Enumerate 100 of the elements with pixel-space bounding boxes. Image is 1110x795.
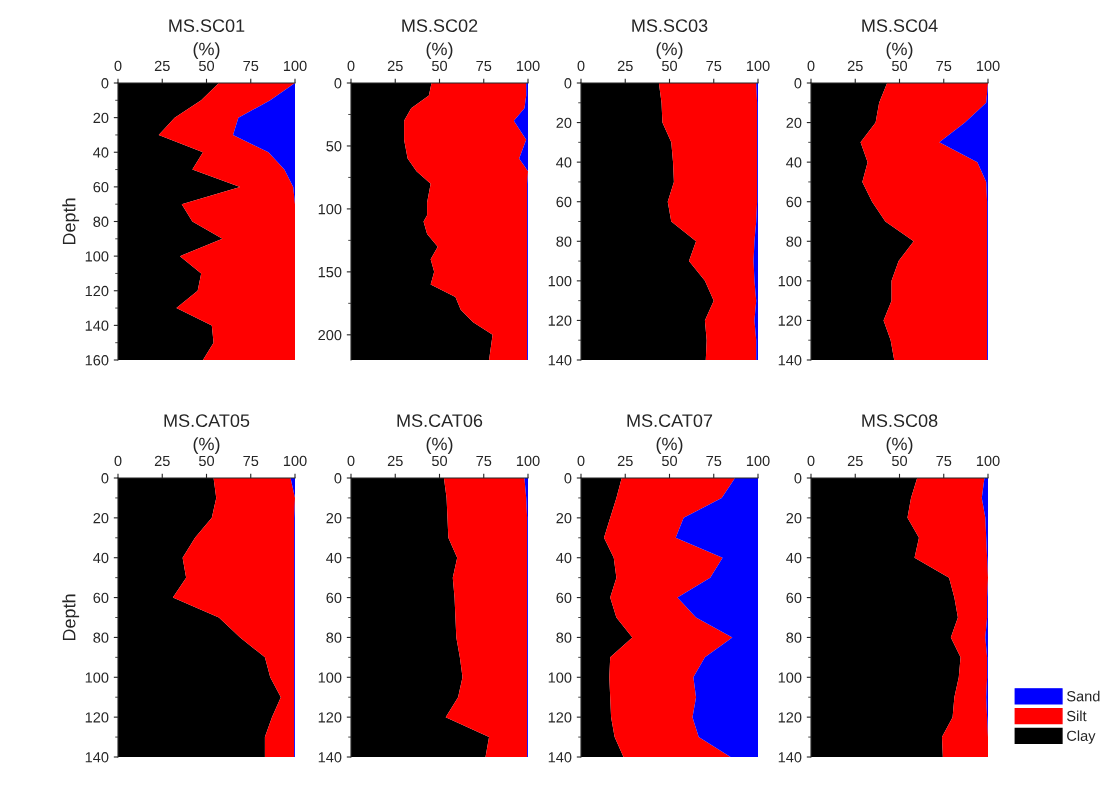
x-tick-label: 25: [387, 60, 403, 72]
legend-label: Clay: [1067, 730, 1096, 744]
y-tick-label: 120: [548, 315, 572, 326]
y-tick-label: 80: [326, 632, 342, 643]
legend-label: Silt: [1066, 710, 1087, 722]
x-tick-label: 0: [347, 60, 355, 72]
x-tick-label: 100: [976, 455, 1000, 467]
y-tick-label: 120: [778, 315, 802, 326]
y-tick-label: 140: [548, 752, 572, 763]
x-tick-label: 50: [198, 60, 215, 72]
y-tick-label: 150: [318, 266, 342, 278]
y-tick-label: 100: [548, 275, 572, 287]
x-tick-label: 0: [114, 60, 122, 72]
y-tick-label: 20: [556, 117, 572, 128]
chart-subtitle: (%): [193, 42, 220, 59]
x-tick-label: 100: [516, 60, 540, 72]
y-tick-label: 60: [786, 592, 802, 603]
y-tick-label: 20: [786, 117, 802, 128]
y-tick-label: 80: [556, 236, 572, 247]
chart-title: MS.CAT07: [627, 414, 713, 428]
y-tick-label: 100: [778, 275, 802, 287]
x-tick-label: 100: [516, 455, 540, 467]
y-tick-label: 60: [93, 592, 109, 603]
y-tick-label: 120: [85, 285, 109, 297]
x-tick-label: 50: [431, 60, 448, 72]
x-tick-label: 0: [577, 60, 585, 72]
y-tick-label: 100: [318, 204, 342, 215]
y-tick-label: 0: [564, 473, 572, 484]
chart-subtitle: (%): [426, 42, 453, 59]
x-tick-label: 25: [847, 60, 863, 72]
y-tick-label: 120: [778, 712, 802, 723]
y-tick-label: 140: [548, 355, 572, 366]
x-tick-label: 50: [661, 455, 678, 467]
y-tick-label: 0: [101, 473, 109, 484]
x-tick-label: 75: [476, 455, 492, 467]
x-tick-label: 50: [661, 60, 678, 72]
legend-label: Sand: [1066, 690, 1100, 702]
chart-title: MS.SC08: [862, 414, 938, 428]
y-tick-label: 140: [318, 752, 342, 763]
y-tick-label: 100: [85, 672, 109, 683]
y-tick-label: 60: [786, 196, 802, 208]
y-tick-label: 40: [93, 147, 109, 158]
y-tick-label: 80: [786, 236, 802, 247]
x-tick-label: 50: [891, 455, 908, 467]
y-tick-label: 60: [556, 196, 572, 208]
x-tick-label: 100: [746, 455, 770, 467]
chart-title: MS.SC03: [632, 19, 708, 33]
y-tick-label: 20: [556, 512, 572, 524]
y-tick-label: 0: [794, 78, 802, 89]
x-tick-label: 25: [387, 455, 403, 467]
y-tick-label: 20: [93, 512, 109, 524]
y-tick-label: 80: [786, 632, 802, 643]
y-tick-label: 20: [786, 512, 802, 524]
y-tick-label: 200: [318, 329, 342, 341]
chart-title: MS.CAT05: [164, 414, 250, 428]
chart-title: MS.SC01: [169, 19, 245, 33]
x-tick-label: 25: [617, 455, 633, 467]
y-tick-label: 50: [326, 141, 342, 152]
x-tick-label: 25: [154, 60, 170, 72]
chart-subtitle: (%): [886, 437, 913, 454]
y-tick-label: 0: [334, 78, 342, 89]
y-tick-label: 100: [778, 672, 802, 683]
y-tick-label: 120: [548, 712, 572, 723]
y-axis-title: Depth: [62, 594, 80, 641]
y-tick-label: 120: [85, 712, 109, 723]
chart-title: MS.SC04: [862, 19, 938, 33]
chart-subtitle: (%): [886, 42, 913, 59]
y-tick-label: 140: [85, 752, 109, 763]
x-tick-label: 75: [243, 60, 259, 72]
y-tick-label: 60: [326, 592, 342, 603]
x-tick-label: 100: [746, 60, 770, 72]
x-tick-label: 100: [283, 60, 307, 72]
x-tick-label: 25: [154, 455, 170, 467]
y-tick-label: 20: [326, 512, 342, 524]
x-tick-label: 50: [431, 455, 448, 467]
y-tick-label: 40: [786, 157, 802, 168]
x-tick-label: 75: [476, 60, 492, 72]
x-tick-label: 100: [976, 60, 1000, 72]
y-tick-label: 80: [93, 632, 109, 643]
chart-title: MS.SC02: [402, 19, 478, 33]
y-tick-label: 0: [564, 78, 572, 89]
chart-subtitle: (%): [426, 437, 453, 454]
y-tick-label: 120: [318, 712, 342, 723]
x-tick-label: 100: [283, 455, 307, 467]
y-tick-label: 60: [556, 592, 572, 603]
x-tick-label: 75: [706, 455, 722, 467]
y-axis-title: Depth: [62, 198, 80, 245]
x-tick-label: 25: [847, 455, 863, 467]
x-tick-label: 0: [347, 455, 355, 467]
x-tick-label: 75: [706, 60, 722, 72]
y-tick-label: 100: [85, 251, 109, 262]
x-tick-label: 0: [114, 455, 122, 467]
y-tick-label: 40: [786, 552, 802, 564]
chart-title: MS.CAT06: [397, 414, 483, 428]
y-tick-label: 140: [85, 320, 109, 331]
y-tick-label: 0: [794, 473, 802, 484]
y-tick-label: 80: [93, 216, 109, 227]
chart-subtitle: (%): [193, 437, 220, 454]
chart-subtitle: (%): [656, 42, 683, 59]
x-tick-label: 0: [807, 455, 815, 467]
